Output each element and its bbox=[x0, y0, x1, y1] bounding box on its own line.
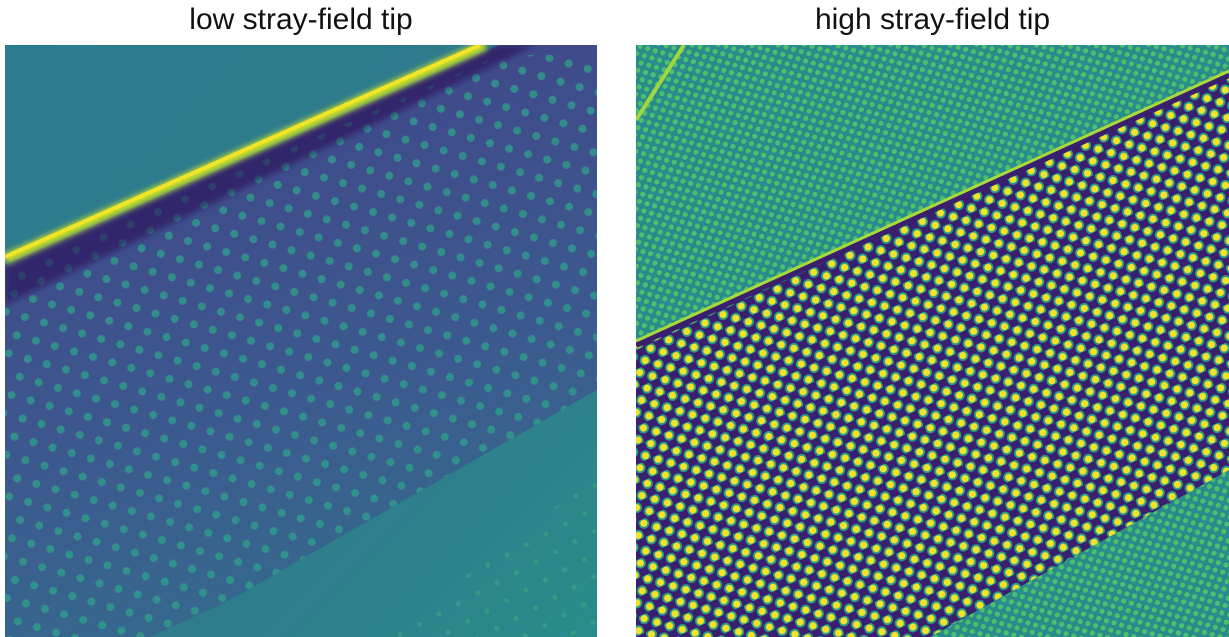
panel-title: high stray-field tip bbox=[636, 2, 1229, 38]
panel-title: low stray-field tip bbox=[5, 2, 597, 38]
low-field-image bbox=[5, 45, 597, 637]
figure: low stray-field tip high stray-field tip bbox=[0, 0, 1229, 637]
high-field-image bbox=[636, 45, 1229, 637]
